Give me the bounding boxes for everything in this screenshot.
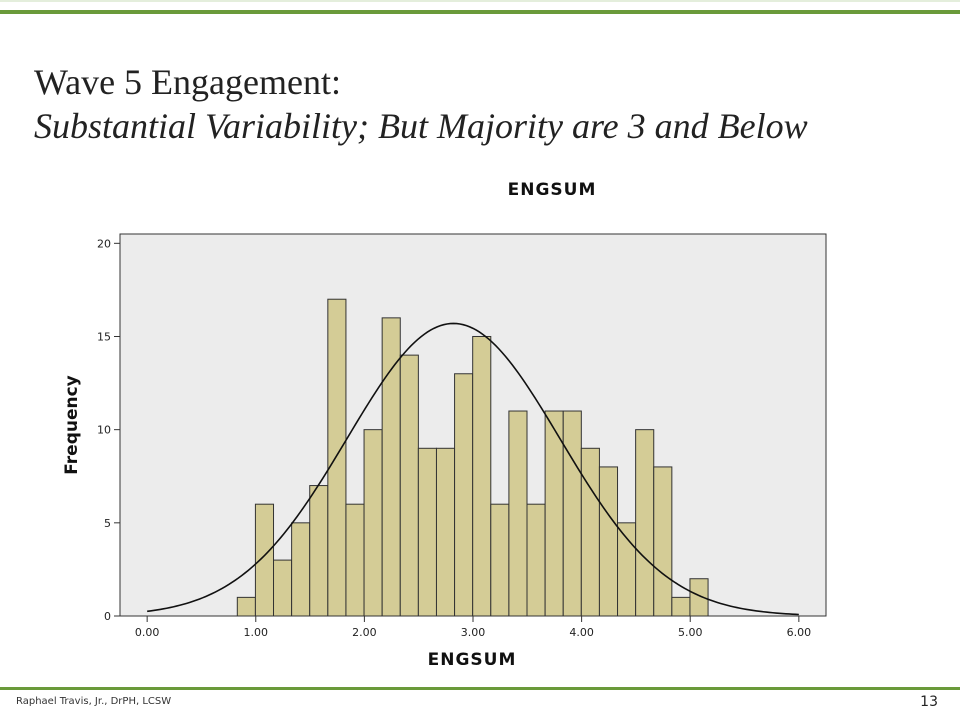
histogram-bar: [381, 317, 401, 617]
histogram-bar: [562, 410, 582, 617]
histogram-bar: [454, 373, 474, 617]
y-tick-label: 10: [97, 424, 111, 437]
histogram-bar: [345, 503, 365, 617]
histogram-chart: ENGSUM 0 5 10 15 20 0.00 1.00 2.00 3.00 4.00 5.00…: [62, 180, 827, 670]
chart-title: ENGSUM: [508, 180, 597, 200]
histogram-bar: [508, 410, 528, 617]
histogram-bar: [236, 596, 256, 617]
histogram-bar: [526, 503, 546, 617]
x-tick-label: 1.00: [244, 626, 269, 639]
histogram-bar: [309, 485, 329, 617]
top-accent-thin: [0, 0, 960, 2]
footer-rule: [0, 687, 960, 690]
histogram-bar: [635, 429, 655, 617]
normal-curve: [147, 322, 799, 616]
y-axis: 0 5 10 15 20: [97, 237, 120, 623]
histogram-bar: [417, 447, 437, 617]
histogram-bar: [291, 522, 311, 617]
x-tick-label: 0.00: [135, 626, 160, 639]
x-tick-label: 4.00: [569, 626, 594, 639]
page-number: 13: [920, 694, 938, 710]
slide-title-main: Wave 5 Engagement:: [34, 62, 341, 102]
histogram-bar: [598, 466, 619, 617]
histogram-bar: [617, 522, 637, 617]
histogram-bar: [580, 447, 600, 617]
histogram-bar: [544, 410, 564, 617]
x-tick-label: 2.00: [352, 626, 377, 639]
footer-author: Raphael Travis, Jr., DrPH, LCSW: [16, 696, 172, 707]
histogram-bar: [472, 335, 492, 617]
histogram-bar: [653, 466, 673, 617]
top-accent-rule: [0, 10, 960, 14]
y-tick-label: 15: [97, 330, 111, 343]
x-tick-label: 6.00: [787, 626, 812, 639]
histogram-bar: [671, 596, 691, 617]
x-axis: 0.00 1.00 2.00 3.00 4.00 5.00 6.00: [135, 616, 811, 639]
slide-subtitle: Substantial Variability; But Majority ar…: [34, 106, 808, 146]
y-tick-label: 5: [104, 517, 111, 530]
histogram-bars: [236, 298, 709, 617]
x-tick-label: 5.00: [678, 626, 703, 639]
histogram-bar: [399, 354, 419, 617]
x-axis-title: ENGSUM: [428, 650, 517, 670]
histogram-bar: [490, 503, 510, 617]
histogram-bar: [689, 578, 709, 617]
x-tick-label: 3.00: [461, 626, 486, 639]
y-axis-title: Frequency: [62, 375, 82, 475]
y-tick-label: 20: [97, 237, 111, 250]
slide-title: Wave 5 Engagement: Substantial Variabili…: [34, 60, 934, 148]
histogram-bar: [327, 298, 347, 617]
histogram-bar: [254, 503, 275, 617]
histogram-bar: [273, 559, 293, 617]
y-tick-label: 0: [104, 610, 111, 623]
histogram-bar: [363, 429, 383, 617]
histogram-bar: [435, 447, 456, 617]
